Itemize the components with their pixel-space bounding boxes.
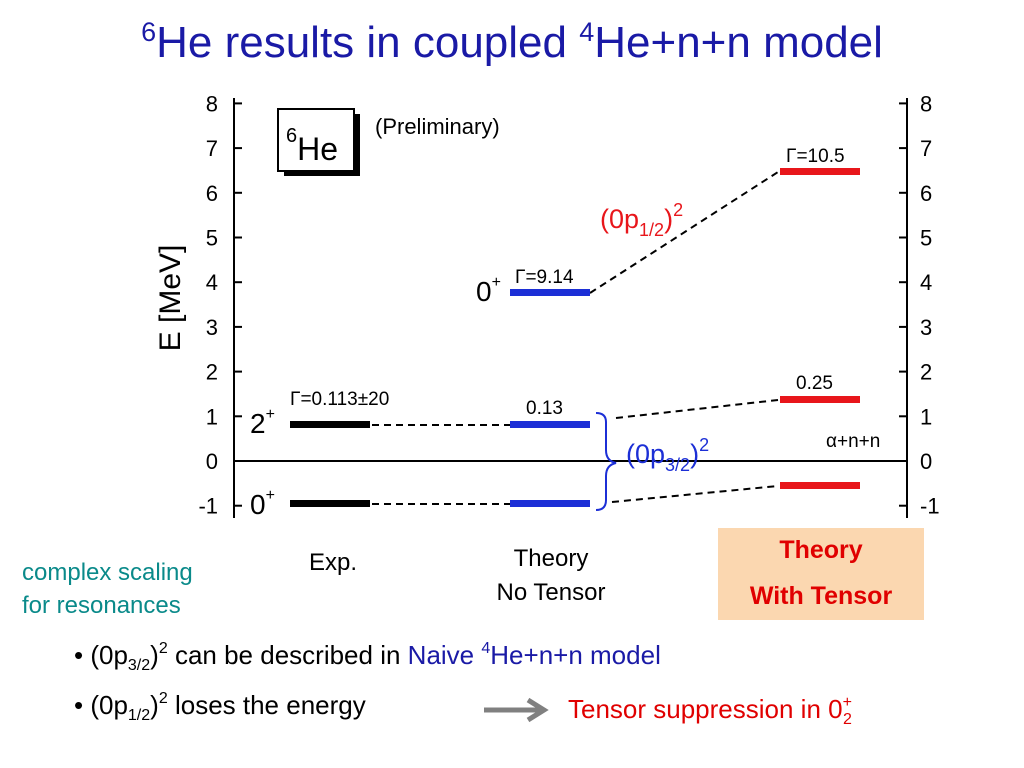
state-label-nt-0plus2: 0+ (476, 274, 501, 307)
level-nt-2plus (510, 421, 590, 428)
column-label-no-tensor-1: Theory (514, 545, 589, 572)
note-line-2: for resonances (22, 592, 181, 619)
right-tick-label: 8 (920, 91, 932, 116)
connector-nt-wt-0plus (611, 485, 779, 503)
right-ticks (899, 102, 907, 507)
width-label-nt-0plus2: Γ=9.14 (515, 267, 574, 288)
left-tick-label: -1 (198, 494, 218, 519)
preliminary-label: (Preliminary) (375, 114, 500, 139)
note-line-1: complex scaling (22, 559, 193, 586)
width-label-nt-2plus: 0.13 (526, 398, 563, 419)
width-label-wt-2plus: 0.25 (796, 373, 833, 394)
p32-annotation: (0p3/2)2 (626, 435, 709, 475)
right-tick-label: 0 (920, 449, 932, 474)
left-tick-labels: -1 0 1 2 3 4 5 6 7 8 (198, 91, 218, 518)
right-tick-label: 1 (920, 404, 932, 429)
right-tick-label: 2 (920, 360, 932, 385)
left-tick-label: 4 (206, 270, 218, 295)
left-tick-label: 2 (206, 360, 218, 385)
p32-brace (595, 412, 617, 511)
with-tensor-label-1: Theory (779, 536, 863, 564)
connector-nt-wt-0plus2 (589, 171, 779, 294)
slide-title: 6He results in coupled 4He+n+n model (141, 17, 883, 67)
left-tick-label: 1 (206, 404, 218, 429)
level-wt-0plus2 (780, 168, 860, 175)
right-tick-label: 3 (920, 315, 932, 340)
left-tick-label: 3 (206, 315, 218, 340)
nucleus-label: 6He (286, 125, 338, 167)
column-label-no-tensor-2: No Tensor (497, 579, 606, 606)
level-exp-0plus (290, 500, 370, 507)
column-label-exp: Exp. (309, 549, 357, 576)
threshold-label: α+n+n (826, 431, 880, 452)
arrow-right-icon (484, 697, 549, 723)
width-label-wt-0plus2: Γ=10.5 (786, 146, 845, 167)
state-label-exp-0plus: 0+ (250, 487, 275, 520)
nucleus-box (277, 108, 355, 172)
left-tick-label: 5 (206, 226, 218, 251)
level-wt-2plus (780, 396, 860, 403)
left-tick-label: 6 (206, 181, 218, 206)
left-tick-label: 8 (206, 91, 218, 116)
right-tick-label: 5 (920, 226, 932, 251)
theory-with-tensor-box: Theory With Tensor (718, 528, 924, 620)
state-label-exp-2plus: 2+ (250, 406, 275, 439)
bullet-p32: • (0p3/2)2 can be described in Naive 4He… (74, 640, 661, 674)
level-nt-0plus (510, 500, 590, 507)
connector-nt-wt-2plus (615, 399, 779, 419)
left-ticks (234, 102, 242, 507)
complex-scaling-note: complex scaling for resonances (22, 556, 193, 622)
left-tick-label: 7 (206, 136, 218, 161)
right-tick-label: 6 (920, 181, 932, 206)
tensor-suppression-text: Tensor suppression in 0+2 (568, 694, 852, 728)
left-tick-label: 0 (206, 449, 218, 474)
bullet-p12: • (0p1/2)2 loses the energy (74, 690, 366, 724)
level-nt-0plus2 (510, 289, 590, 296)
p12-annotation: (0p1/2)2 (600, 200, 683, 240)
with-tensor-label-2: With Tensor (749, 582, 893, 610)
width-label-exp-2plus: Γ=0.113±20 (290, 389, 389, 410)
level-wt-0plus (780, 482, 860, 489)
right-tick-labels: -1 0 1 2 3 4 5 6 7 8 (920, 91, 940, 518)
right-tick-label: 4 (920, 270, 932, 295)
right-tick-label: 7 (920, 136, 932, 161)
right-tick-label: -1 (920, 494, 940, 519)
y-axis-label: E [MeV] (154, 245, 187, 352)
level-exp-2plus (290, 421, 370, 428)
